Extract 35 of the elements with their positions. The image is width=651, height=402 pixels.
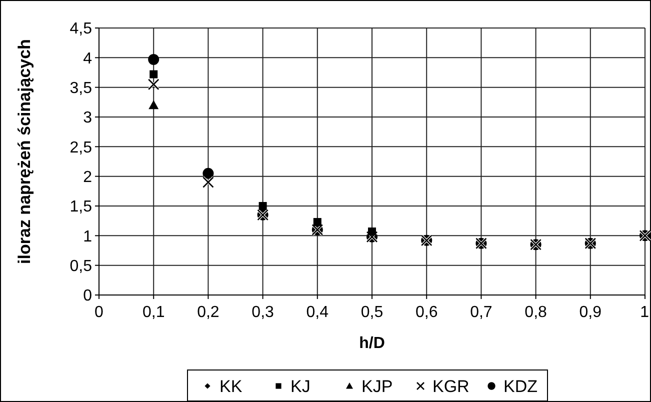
y-tick-label: 2 [83, 168, 92, 186]
point [148, 100, 159, 110]
x-tick-label: 0,1 [142, 304, 165, 321]
y-tick-label: 1 [83, 228, 92, 246]
legend-label: KJP [362, 376, 393, 396]
y-tick-label: 2,5 [70, 139, 92, 156]
point [202, 168, 214, 179]
x-tick-label: 0,4 [306, 304, 329, 321]
legend-label: KJ [290, 376, 310, 396]
legend-label: KDZ [504, 376, 538, 396]
x-tick-label: 1 [640, 304, 650, 321]
y-tick-label: 3,5 [70, 80, 92, 97]
x-tick-label: 0,8 [524, 304, 548, 321]
y-tick-label: 0 [83, 288, 92, 305]
x-tick-label: 0,5 [360, 304, 384, 321]
y-tick-label: 0,5 [70, 258, 92, 275]
x-tick-label: 0,2 [197, 304, 220, 321]
point [313, 218, 322, 226]
point [148, 54, 160, 65]
x-axis-title: h/D [359, 335, 385, 352]
x-tick-label: 0,3 [252, 304, 274, 321]
y-tick-label: 1,5 [70, 198, 92, 216]
point [258, 202, 267, 210]
x-tick-label: 0,9 [579, 304, 602, 321]
y-tick-label: 4,5 [70, 20, 92, 38]
x-tick-label: 0,7 [470, 304, 492, 321]
y-tick-label: 4 [83, 50, 92, 68]
point [150, 70, 158, 78]
point [368, 228, 376, 236]
x-tick-label: 0,6 [415, 304, 438, 321]
y-tick-label: 3 [83, 110, 92, 127]
legend-label: KGR [432, 376, 470, 396]
x-tick-label: 0 [94, 304, 104, 321]
legend-label: KK [220, 376, 243, 396]
y-axis-title: iloraz naprężeń ścinających [15, 39, 34, 264]
